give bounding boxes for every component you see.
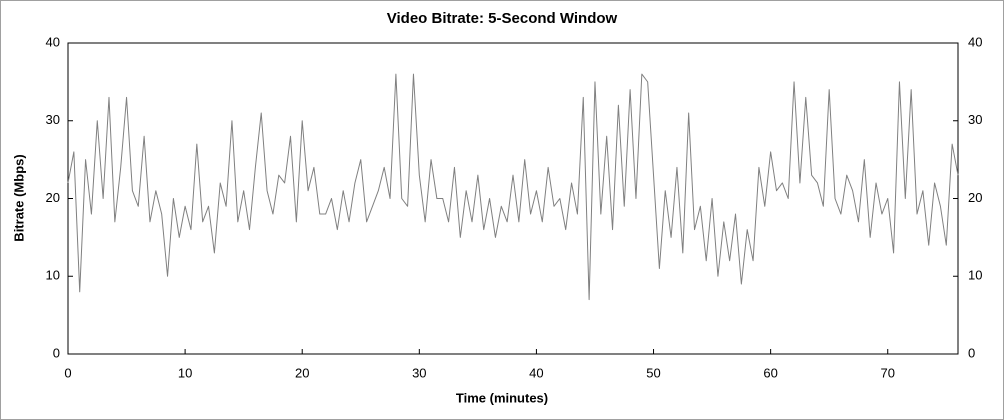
y2-tick-label: 20 (968, 190, 982, 205)
x-tick-label: 40 (529, 365, 543, 380)
y-tick-label: 40 (46, 34, 60, 49)
y2-tick-label: 10 (968, 268, 982, 283)
x-axis-label: Time (minutes) (456, 390, 548, 405)
y2-tick-label: 40 (968, 34, 982, 49)
x-tick-label: 0 (64, 365, 71, 380)
y-axis-label: Bitrate (Mbps) (11, 154, 26, 241)
x-tick-label: 10 (178, 365, 192, 380)
chart-title: Video Bitrate: 5-Second Window (387, 10, 618, 27)
y-tick-label: 0 (53, 345, 60, 360)
data-line (67, 73, 959, 301)
y-tick-label: 10 (46, 268, 60, 283)
x-tick-label: 70 (881, 365, 895, 380)
y-tick-label: 20 (46, 190, 60, 205)
x-tick-label: 50 (646, 365, 660, 380)
x-tick-label: 20 (295, 365, 309, 380)
y-tick-label: 30 (46, 112, 60, 127)
x-tick-label: 30 (412, 365, 426, 380)
y2-tick-label: 0 (968, 345, 975, 360)
y2-tick-label: 30 (968, 112, 982, 127)
x-tick-label: 60 (763, 365, 777, 380)
